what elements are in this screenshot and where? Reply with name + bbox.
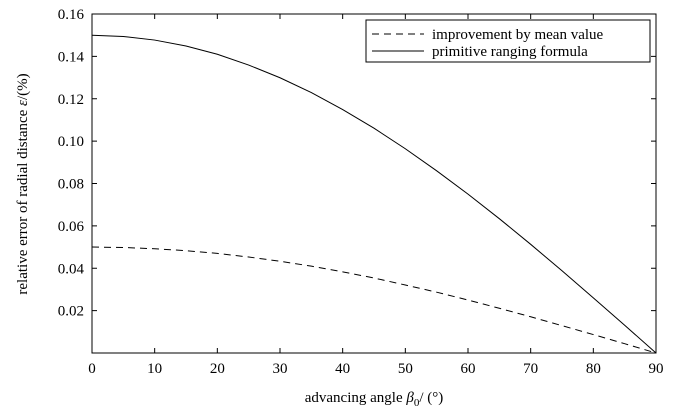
x-tick-label: 50 [398,361,413,377]
x-tick-label: 30 [273,361,288,377]
x-axis-label-symbol: β [405,390,414,406]
legend-label-primitive: primitive ranging formula [432,44,588,60]
x-tick-label: 20 [210,361,225,377]
y-tick-label: 0.04 [58,261,85,277]
y-tick-label: 0.16 [58,7,85,23]
legend-box [365,19,651,63]
x-tick-label: 10 [147,361,162,377]
y-tick-label: 0.06 [58,219,85,235]
x-axis-label-suffix: / (°) [419,390,443,406]
x-tick-label: 70 [523,361,538,377]
y-tick-label: 0.08 [58,177,84,193]
x-tick-label: 0 [88,361,96,377]
x-tick-label: 80 [586,361,601,377]
x-axis-label-prefix: advancing angle [305,390,407,406]
legend-label-improvement: improvement by mean value [432,27,604,43]
x-tick-label: 60 [461,361,476,377]
y-axis-label-suffix: /(%) [15,73,31,100]
y-tick-label: 0.14 [58,49,85,65]
axis-ticks: 0 10 20 30 40 50 60 70 80 90 0.02 0.04 0.06 0.08 0.10 0… [58,7,664,377]
x-axis-label-subscript: 0 [414,397,420,409]
series-line-improvement [91,246,657,354]
x-tick-label: 90 [649,361,664,377]
plot-frame [91,13,657,354]
x-tick-label: 40 [335,361,350,377]
series-line-primitive [91,34,657,354]
series-layer [91,34,657,354]
y-tick-label: 0.12 [58,92,84,108]
y-tick-label: 0.10 [58,134,84,150]
y-axis-label-prefix: relative error of radial distance [15,106,31,295]
y-tick-label: 0.02 [58,304,84,320]
x-axis-label: advancing angle β0/ (°) [305,390,444,409]
legend: improvement by mean value primitive rang… [365,19,651,63]
y-axis-label: relative error of radial distance ε/(%) [15,73,31,294]
y-axis-label-symbol: ε [15,100,31,106]
